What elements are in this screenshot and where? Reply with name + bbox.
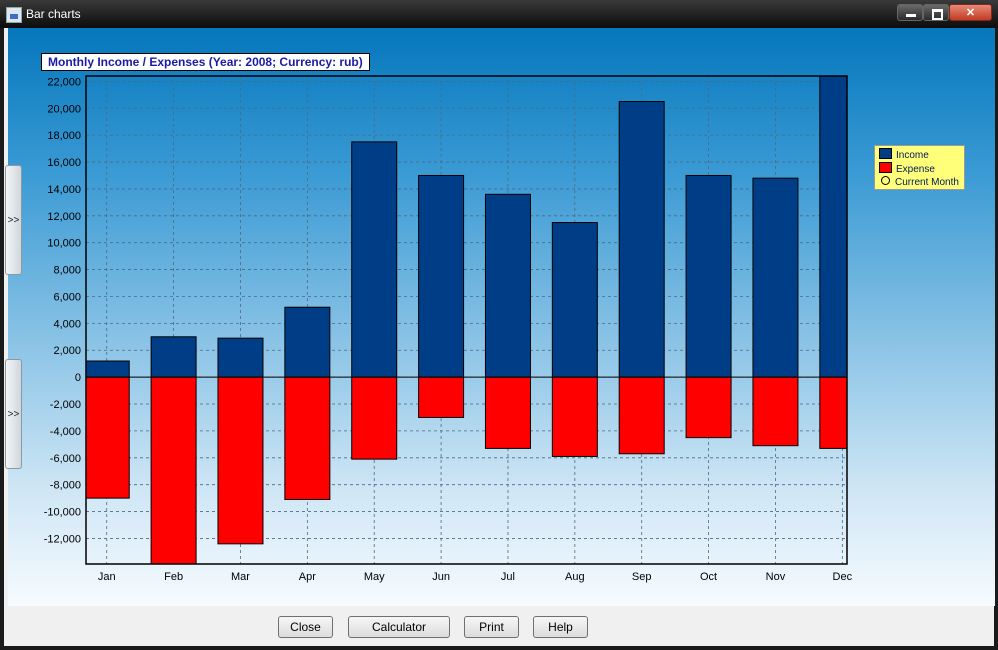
expand-tab-bottom[interactable]: >> <box>5 359 22 469</box>
legend-label-current-month: Current Month <box>895 177 959 188</box>
legend-item-income: Income <box>879 148 929 161</box>
expense-bar <box>85 376 130 499</box>
maximize-button[interactable] <box>923 4 949 21</box>
close-icon: ✕ <box>965 7 976 19</box>
expense-bar <box>819 376 848 449</box>
chart-title: Monthly Income / Expenses (Year: 2008; C… <box>41 53 370 71</box>
x-tick-label: Nov <box>766 571 786 583</box>
minimize-icon <box>898 5 922 20</box>
expand-tab-top[interactable]: >> <box>5 165 22 275</box>
print-button[interactable]: Print <box>464 616 519 638</box>
expense-bar <box>351 376 398 460</box>
income-bar <box>685 174 732 378</box>
legend-item-expense: Expense <box>879 162 935 175</box>
legend-label-income: Income <box>896 150 929 161</box>
expense-bar <box>484 376 531 449</box>
minimize-button[interactable] <box>897 4 923 21</box>
y-tick-label: 16,000 <box>47 157 81 169</box>
x-tick-label: Apr <box>299 571 316 583</box>
x-tick-label: Mar <box>231 571 250 583</box>
current-month-marker-icon <box>881 176 890 185</box>
x-tick-label: Dec <box>833 571 853 583</box>
maximize-icon <box>924 5 948 20</box>
expense-bar <box>551 376 598 457</box>
calculator-button[interactable]: Calculator <box>348 616 450 638</box>
y-tick-label: 14,000 <box>47 184 81 196</box>
income-bar <box>484 193 531 378</box>
expense-bar <box>284 376 331 500</box>
y-tick-label: 10,000 <box>47 238 81 250</box>
y-tick-label: -8,000 <box>50 480 81 492</box>
window-title: Bar charts <box>26 7 81 21</box>
help-button[interactable]: Help <box>533 616 588 638</box>
income-bar <box>418 174 465 378</box>
income-bar <box>351 141 398 378</box>
plot-frame <box>85 75 848 565</box>
legend-label-expense: Expense <box>896 164 935 175</box>
x-tick-label: Jun <box>432 571 450 583</box>
x-tick-label: Oct <box>700 571 717 583</box>
y-tick-label: 6,000 <box>53 291 81 303</box>
title-bar: Bar charts ✕ <box>0 0 998 28</box>
income-bar <box>284 306 331 378</box>
chart-legend: Income Expense Current Month <box>874 145 965 190</box>
expense-bar <box>685 376 732 439</box>
income-bar <box>85 360 130 378</box>
y-tick-label: 0 <box>75 372 81 384</box>
app-chart-icon <box>6 7 22 23</box>
expense-bar <box>752 376 799 447</box>
income-bar <box>217 337 264 378</box>
income-bar <box>551 222 598 378</box>
button-bar: Close Calculator Print Help <box>4 606 994 646</box>
income-bar <box>752 177 799 378</box>
expense-bar <box>618 376 665 455</box>
x-tick-label: May <box>364 571 385 583</box>
y-tick-label: -4,000 <box>50 426 81 438</box>
income-bar <box>819 75 848 378</box>
y-tick-label: 12,000 <box>47 211 81 223</box>
y-tick-label: -6,000 <box>50 453 81 465</box>
income-swatch <box>879 148 892 159</box>
x-tick-label: Sep <box>632 571 652 583</box>
x-tick-label: Feb <box>164 571 183 583</box>
y-tick-label: 2,000 <box>53 345 81 357</box>
income-bar <box>150 336 197 378</box>
y-tick-label: 20,000 <box>47 103 81 115</box>
x-tick-label: Jan <box>98 571 116 583</box>
y-tick-label: -10,000 <box>44 507 81 519</box>
expense-bar <box>150 376 197 565</box>
x-tick-label: Aug <box>565 571 585 583</box>
y-tick-label: -2,000 <box>50 399 81 411</box>
expense-bar <box>418 376 465 418</box>
income-bar <box>618 101 665 378</box>
close-button[interactable]: Close <box>278 616 333 638</box>
bar-chart: 22,000 20,000 18,000 16,000 14,000 12,000 10,0… <box>44 75 853 583</box>
window-close-button[interactable]: ✕ <box>949 4 992 21</box>
y-tick-label: 8,000 <box>53 265 81 277</box>
expense-swatch <box>879 162 892 173</box>
y-tick-label: 22,000 <box>47 76 81 88</box>
y-tick-label: 4,000 <box>53 318 81 330</box>
y-tick-label: 18,000 <box>47 130 81 142</box>
legend-item-current-month: Current Month <box>879 176 959 189</box>
chart-panel: 22,000 20,000 18,000 16,000 14,000 12,000 10,0… <box>8 28 995 606</box>
client-area: 22,000 20,000 18,000 16,000 14,000 12,000 10,0… <box>4 28 995 646</box>
expense-bar <box>217 376 264 545</box>
y-tick-label: -12,000 <box>44 533 81 545</box>
x-tick-label: Jul <box>501 571 515 583</box>
